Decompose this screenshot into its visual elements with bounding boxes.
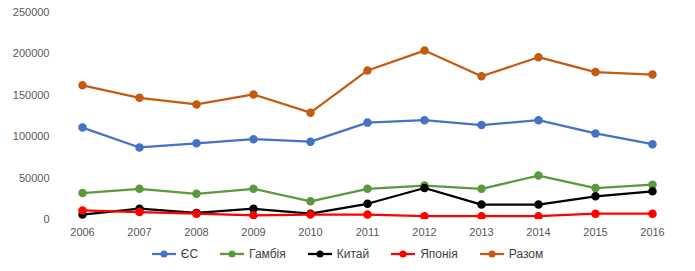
svg-text:250000: 250000	[13, 6, 50, 18]
html-text:ЄС: ЄС	[180, 247, 199, 261]
svg-text:2007: 2007	[127, 226, 151, 238]
html-text:Китай: Китай	[336, 247, 370, 261]
svg-text:2010: 2010	[298, 226, 322, 238]
svg-text:2015: 2015	[583, 226, 607, 238]
html-text:Гамбія: Гамбія	[249, 247, 286, 261]
svg-text:2008: 2008	[184, 226, 208, 238]
svg-text:2011: 2011	[356, 226, 380, 238]
svg-text:2009: 2009	[241, 226, 265, 238]
svg-text:0: 0	[43, 213, 49, 225]
svg-text:2006: 2006	[70, 226, 94, 238]
svg-text:2012: 2012	[412, 226, 436, 238]
svg-text:100000: 100000	[13, 130, 50, 142]
svg-text:150000: 150000	[13, 89, 50, 101]
svg-text:2016: 2016	[640, 226, 664, 238]
html-text:Разом: Разом	[508, 247, 544, 261]
svg-text:2014: 2014	[526, 226, 550, 238]
svg-text:200000: 200000	[13, 47, 50, 59]
html-text:Японія: Японія	[420, 247, 458, 261]
svg-text:2013: 2013	[469, 226, 493, 238]
svg-text:50000: 50000	[19, 172, 50, 184]
